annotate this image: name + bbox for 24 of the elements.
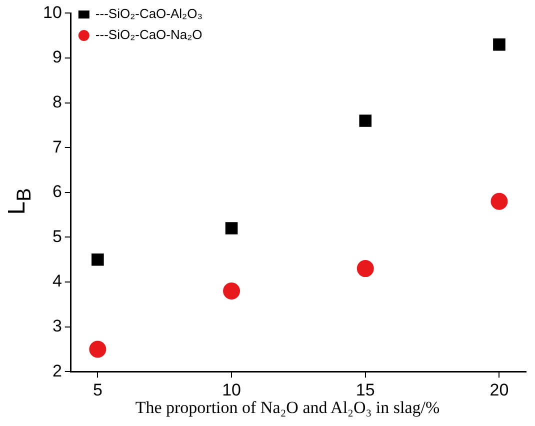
point: [89, 340, 106, 358]
y-tick-label: 2: [52, 361, 62, 380]
point: [493, 38, 506, 51]
point: [490, 192, 508, 210]
y-tick-label: 4: [52, 272, 62, 291]
legend-label: ---SiO₂-CaO-Na₂O: [95, 27, 202, 42]
y-tick-label: 10: [42, 2, 62, 22]
point: [359, 114, 372, 127]
y-tick-label: 5: [52, 226, 62, 246]
legend-label: ---SiO₂-CaO-Al₂O₃: [95, 6, 203, 22]
x-tick-label: 15: [356, 380, 375, 400]
point: [223, 282, 240, 300]
y-tick-label: 6: [52, 182, 62, 202]
x-tick-label: 5: [92, 380, 102, 400]
point: [92, 253, 104, 266]
y-tick-label: 3: [52, 316, 62, 336]
y-tick-label: 9: [52, 48, 62, 67]
y-tick-label: 8: [52, 92, 62, 112]
x-axis-title: The proportion of Na₂O and Al₂O₃ in slag/%: [134, 398, 441, 418]
point: [225, 222, 238, 234]
x-tick-label: 10: [222, 380, 241, 400]
y-tick-label: 7: [52, 137, 62, 156]
point: [356, 260, 374, 278]
x-tick-label: 20: [490, 380, 509, 400]
